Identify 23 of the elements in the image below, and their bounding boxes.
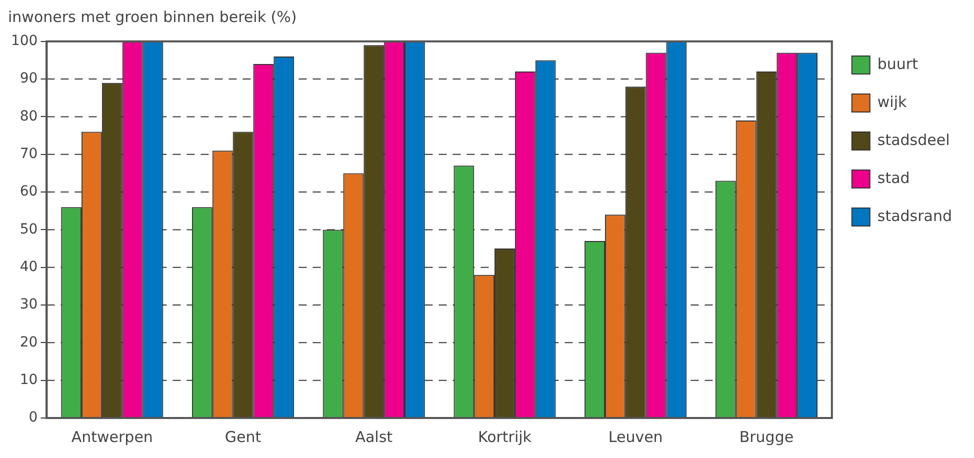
x-tick-label: Gent: [224, 428, 262, 446]
y-axis-title: inwoners met groen binnen bereik (%): [8, 8, 298, 28]
x-tick-label: Antwerpen: [71, 428, 153, 446]
y-tick-label: 20: [20, 334, 38, 350]
x-tick-label: Leuven: [608, 428, 663, 446]
legend-label: stadsdeel: [877, 130, 950, 149]
y-tick-label: 60: [20, 184, 38, 200]
legend-label: stadsrand: [877, 206, 952, 225]
y-tick-label: 70: [20, 146, 38, 162]
x-tick-label: Brugge: [739, 428, 794, 446]
y-tick-label: 90: [20, 70, 38, 87]
y-tick-label: 30: [20, 296, 38, 313]
y-tick-label: 100: [10, 33, 38, 50]
y-tick-label: 80: [20, 108, 38, 124]
y-tick-label: 10: [20, 372, 38, 388]
y-tick-label: 40: [20, 259, 38, 275]
y-tick-label: 50: [20, 221, 38, 238]
x-tick-label: Kortrijk: [478, 428, 532, 446]
y-tick-label: 0: [28, 410, 38, 426]
legend-label: buurt: [877, 54, 918, 73]
x-tick-label: Aalst: [355, 428, 393, 446]
legend-label: stad: [877, 168, 910, 187]
legend-label: wijk: [877, 92, 907, 111]
